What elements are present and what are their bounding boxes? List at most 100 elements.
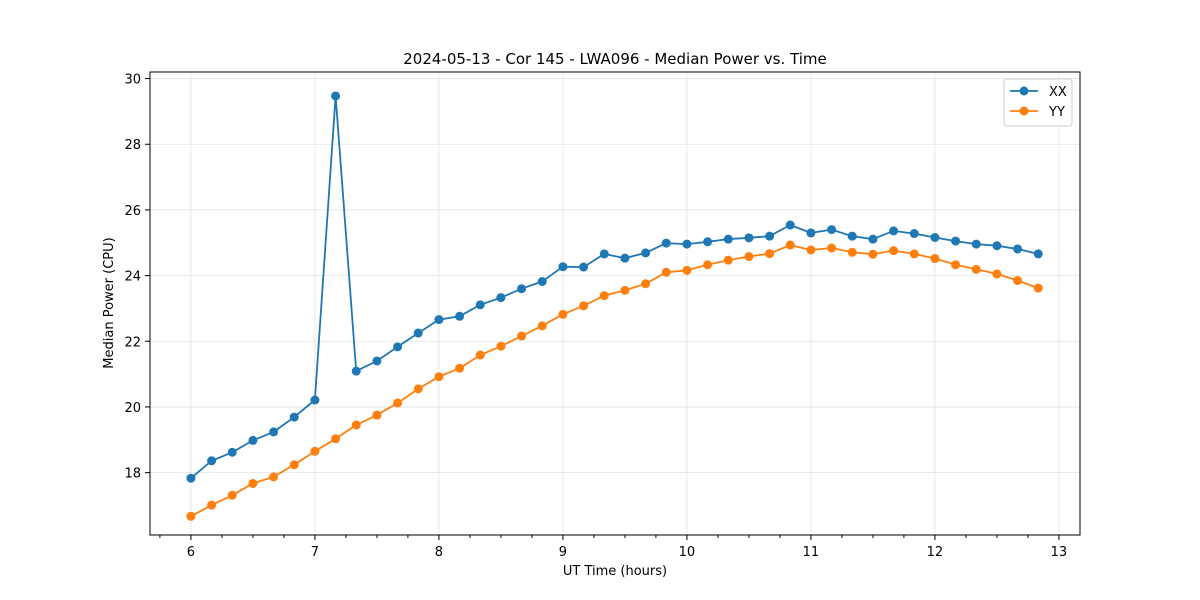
- series-xx-point: [1033, 249, 1043, 259]
- grid-layer: [150, 72, 1080, 535]
- y-tick-label: 20: [124, 401, 141, 416]
- series-yy-point: [579, 301, 589, 311]
- series-yy-point: [1033, 283, 1043, 293]
- y-axis-label: Median Power (CPU): [102, 237, 117, 368]
- series-yy-point: [909, 249, 919, 259]
- series-layer: [186, 91, 1043, 521]
- series-yy-point: [703, 260, 713, 270]
- series-xx-point: [393, 342, 403, 352]
- series-xx-point: [269, 427, 279, 437]
- series-xx-point: [868, 234, 878, 244]
- series-xx-line: [190, 95, 1039, 479]
- series-xx-point: [413, 328, 423, 338]
- series-xx-point: [847, 231, 857, 241]
- x-axis: 6 7 8 9 10 11 12 13: [159, 535, 1067, 560]
- series-yy-point: [682, 265, 692, 275]
- series-yy-point: [620, 285, 630, 295]
- series-xx-point: [971, 239, 981, 249]
- series-xx-point: [992, 241, 1002, 251]
- legend-xx-label: XX: [1049, 85, 1067, 100]
- series-xx-point: [1013, 244, 1023, 254]
- series-yy-line: [190, 244, 1039, 518]
- series-xx-point: [289, 412, 299, 422]
- series-yy-point: [558, 309, 568, 319]
- series-yy-point: [723, 255, 733, 265]
- series-xx-point: [227, 447, 237, 457]
- plot-frame: [149, 71, 1081, 536]
- series-xx-point: [310, 395, 320, 405]
- legend-xx-marker: [1019, 86, 1029, 96]
- series-xx-point: [579, 262, 589, 272]
- series-xx-point: [682, 239, 692, 249]
- series-xx-point: [765, 231, 775, 241]
- series-yy-point: [868, 249, 878, 259]
- legend-yy-label: YY: [1048, 105, 1065, 120]
- series-yy-point: [806, 245, 816, 255]
- series-xx-point: [661, 238, 671, 248]
- series-xx-point: [703, 237, 713, 247]
- series-yy-point: [269, 472, 279, 482]
- x-tick-label: 11: [803, 545, 820, 560]
- series-yy-point: [889, 246, 899, 256]
- x-tick-label: 7: [311, 545, 319, 560]
- series-xx-point: [351, 366, 361, 376]
- series-xx-point: [641, 248, 651, 258]
- series-yy-point: [641, 279, 651, 289]
- series-xx-point: [930, 232, 940, 242]
- series-xx-point: [331, 91, 341, 101]
- y-tick-label: 18: [124, 467, 141, 482]
- series-xx-point: [827, 225, 837, 235]
- series-xx-point: [517, 284, 527, 294]
- y-tick-label: 28: [124, 138, 141, 153]
- series-xx-point: [537, 276, 547, 286]
- series-yy: [186, 240, 1043, 521]
- series-yy-point: [971, 264, 981, 274]
- series-yy-point: [372, 410, 382, 420]
- x-axis-label: UT Time (hours): [563, 564, 667, 579]
- series-xx-point: [558, 262, 568, 272]
- series-yy-point: [951, 260, 961, 270]
- chart-title: 2024-05-13 - Cor 145 - LWA096 - Median P…: [403, 50, 827, 68]
- series-xx-point: [599, 249, 609, 259]
- series-xx-point: [248, 435, 258, 445]
- x-tick-label: 9: [559, 545, 567, 560]
- series-yy-point: [827, 243, 837, 253]
- series-yy-point: [847, 247, 857, 257]
- series-xx-point: [455, 311, 465, 321]
- series-yy-point: [289, 460, 299, 470]
- y-tick-label: 30: [124, 73, 141, 88]
- series-xx-point: [889, 226, 899, 236]
- series-yy-point: [765, 249, 775, 259]
- series-xx-point: [620, 253, 630, 263]
- series-xx-point: [372, 356, 382, 366]
- series-xx-point: [951, 236, 961, 246]
- series-yy-point: [930, 254, 940, 264]
- series-yy-point: [475, 350, 485, 360]
- series-xx: [186, 91, 1043, 483]
- series-yy-point: [517, 331, 527, 341]
- series-yy-point: [227, 490, 237, 500]
- series-yy-point: [744, 252, 754, 262]
- series-yy-point: [661, 267, 671, 277]
- series-xx-point: [186, 473, 196, 483]
- series-xx-point: [909, 229, 919, 239]
- series-yy-point: [351, 420, 361, 430]
- y-tick-label: 22: [124, 335, 141, 350]
- series-yy-point: [537, 321, 547, 331]
- series-yy-point: [393, 398, 403, 408]
- series-xx-point: [496, 293, 506, 303]
- series-yy-point: [599, 291, 609, 301]
- series-yy-point: [310, 446, 320, 456]
- legend: XX YY: [1003, 78, 1073, 127]
- series-xx-point: [434, 315, 444, 325]
- series-xx-point: [744, 233, 754, 243]
- series-xx-point: [785, 220, 795, 230]
- series-xx-point: [723, 234, 733, 244]
- y-tick-label: 24: [124, 270, 141, 285]
- x-tick-label: 6: [187, 545, 195, 560]
- y-tick-label: 26: [124, 204, 141, 219]
- series-xx-point: [806, 228, 816, 238]
- series-xx-point: [207, 456, 217, 466]
- series-yy-point: [331, 434, 341, 444]
